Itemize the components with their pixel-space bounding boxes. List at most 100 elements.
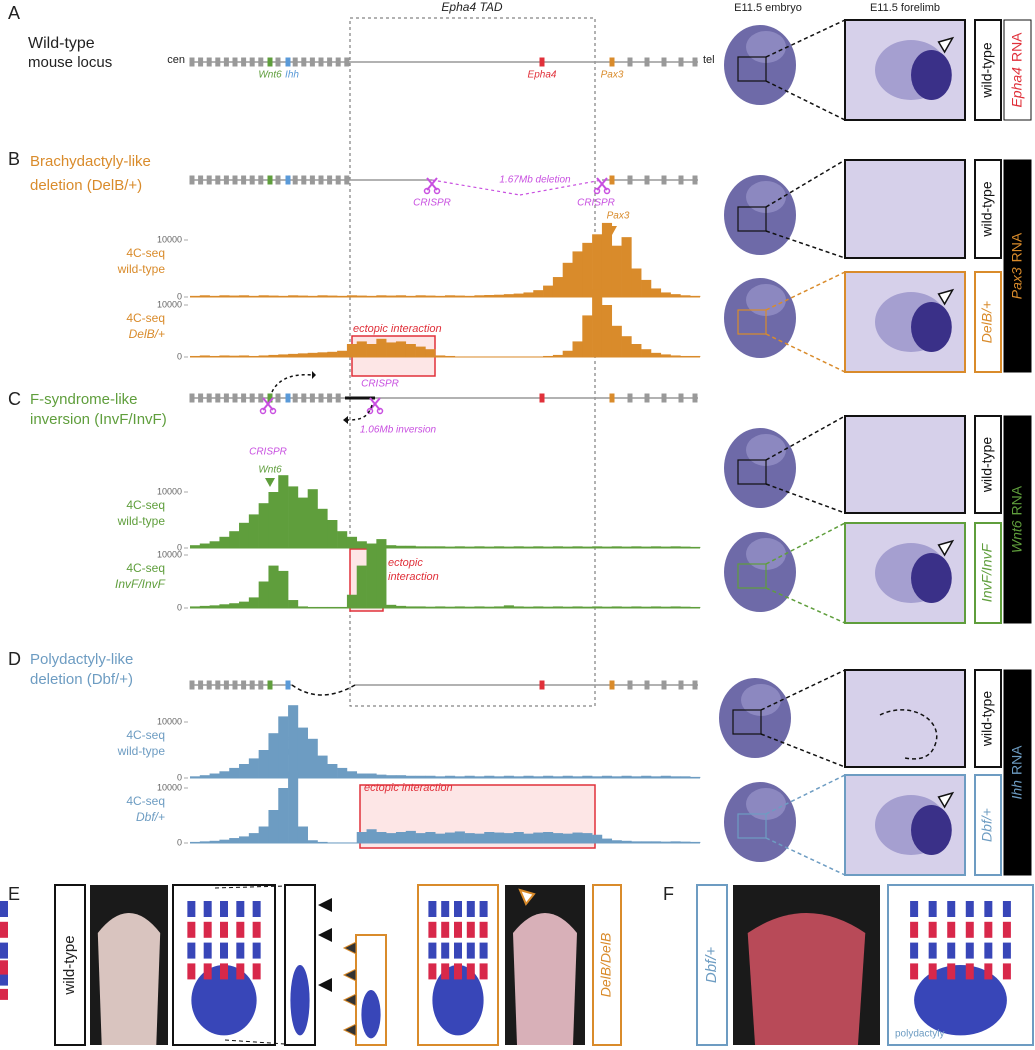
signal-bar (268, 295, 279, 297)
gene-box (292, 175, 298, 185)
phalanx (466, 963, 475, 980)
signal-bar (405, 344, 416, 357)
scissors (603, 187, 611, 195)
signal-bar (601, 222, 613, 297)
signal-bar (592, 776, 603, 778)
signal-bar (297, 826, 308, 843)
signal-bar (258, 750, 269, 778)
gene-box (275, 175, 281, 185)
signal-bar (268, 565, 279, 608)
gene-box (258, 680, 264, 690)
inversion-arrow (312, 371, 316, 379)
signal-bar (543, 285, 554, 297)
signal-bar (513, 606, 524, 608)
embryo-box (737, 56, 767, 82)
signal-bar (346, 771, 358, 778)
crispr-label: CRISPR (249, 447, 287, 458)
embryo-box (737, 813, 767, 839)
genotype-box (974, 415, 1002, 514)
signal-bar (248, 514, 259, 548)
inversion-arrow (271, 373, 313, 393)
y-tick-label: 0 (177, 602, 182, 612)
y-tick-label: 10000 (157, 782, 182, 792)
signal-bar (562, 546, 573, 548)
signal-bar (464, 833, 475, 843)
signal-bar (454, 831, 465, 843)
signal-bar (356, 295, 367, 297)
forelimb-image (844, 415, 966, 514)
signal-bar (464, 606, 475, 608)
phalanx (441, 942, 450, 959)
gene-box (215, 175, 221, 185)
track-label: DelB/+ (129, 327, 165, 341)
signal-bar (435, 355, 446, 357)
signal-bar (464, 295, 475, 297)
signal-bar (435, 606, 446, 608)
signal-bar (229, 838, 240, 843)
signal-bar (523, 606, 534, 608)
signal-bar (543, 546, 554, 548)
signal-bar (611, 776, 622, 778)
panel-letter: C (8, 389, 21, 409)
arrowhead (318, 978, 332, 992)
phalanx (466, 901, 475, 917)
forelimb-image (844, 669, 966, 768)
signal-bar (356, 341, 367, 357)
signal-bar (346, 295, 358, 297)
genotype-box (974, 669, 1002, 768)
arrowhead (937, 288, 955, 306)
signal-bar (690, 776, 701, 778)
signal-bar (552, 776, 563, 778)
signal-bar (621, 336, 632, 357)
signal-bar (690, 295, 701, 297)
signal-bar (454, 546, 465, 548)
y-tick-label: 10000 (157, 549, 182, 559)
embryo (746, 181, 786, 213)
signal-bar (268, 354, 279, 357)
signal-bar (209, 605, 220, 608)
signal-bar (278, 788, 289, 843)
locus-line (426, 177, 438, 191)
gene-box (327, 57, 333, 67)
signal-bar (248, 355, 259, 357)
signal-bar (582, 833, 593, 843)
gene-box (275, 57, 281, 67)
signal-bar (552, 833, 563, 843)
genotype-label: wild-type (61, 935, 78, 995)
phalanx (0, 960, 8, 972)
signal-bar (337, 295, 348, 297)
zoom-line (765, 271, 846, 311)
signal-bar (621, 237, 632, 297)
gene-box (285, 175, 291, 185)
phalanx (236, 963, 245, 980)
signal-bar (288, 486, 299, 548)
signal-bar (533, 606, 544, 608)
signal-bar (337, 767, 348, 778)
gene-box (344, 57, 350, 67)
panel-title: Polydactyly-like (30, 651, 133, 668)
signal-bar (297, 353, 308, 357)
paw (513, 913, 577, 1045)
embryo (746, 284, 786, 316)
embryo-box (737, 309, 767, 335)
signal-bar (562, 262, 573, 297)
signal-bar (611, 546, 622, 548)
phalanx (965, 963, 974, 980)
gene-box (318, 57, 324, 67)
probe-box (1003, 159, 1032, 373)
genotype-box (974, 159, 1002, 259)
signal-bar (209, 541, 220, 548)
gene-box (198, 175, 204, 185)
gene-box (215, 57, 221, 67)
signal-bar (523, 833, 534, 843)
gene-box (223, 57, 229, 67)
signal-bar (376, 774, 387, 778)
genotype-box (54, 884, 86, 1046)
scissors (376, 407, 384, 415)
signal-bar (386, 775, 397, 778)
signal-bar (650, 606, 662, 608)
track-label: 4C-seq (126, 498, 165, 512)
zoom-line (214, 885, 286, 889)
phalanx (984, 921, 993, 938)
